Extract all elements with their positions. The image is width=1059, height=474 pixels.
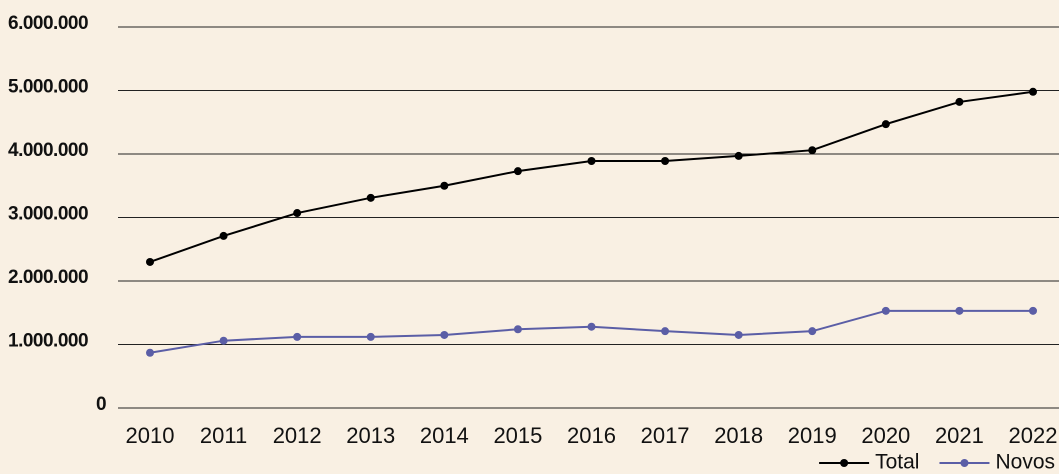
y-tick-label: 0 [96,394,106,415]
point [513,325,522,334]
point [587,322,596,331]
legend-marker [840,459,849,467]
x-tick-label: 2019 [788,423,837,448]
point [661,327,670,336]
x-tick-label: 2020 [861,423,910,448]
point [808,146,817,155]
x-tick-label: 2014 [420,423,469,448]
y-tick-label: 3.000.000 [8,204,88,225]
legend-marker [960,459,969,467]
point [293,332,302,341]
point [587,156,596,165]
legend-label: Novos [995,451,1055,474]
y-tick-label: 5.000.000 [8,77,88,98]
x-tick-label: 2017 [641,423,690,448]
x-tick-label: 2016 [567,423,616,448]
point [955,97,964,106]
x-tick-label: 2015 [493,423,542,448]
line [149,90,1034,263]
x-tick-label: 2012 [273,423,322,448]
x-tick-label: 2010 [126,423,175,448]
y-tick-label: 1.000.000 [8,331,88,352]
point [293,209,302,218]
point [440,330,449,339]
point [219,336,228,345]
x-tick-label: 2013 [346,423,395,448]
legend-label: Total [875,451,919,474]
point [513,167,522,176]
point [366,332,375,341]
x-tick-label: 2021 [935,423,984,448]
x-tick-label: 2022 [1009,423,1058,448]
x-tick-label: 2018 [714,423,763,448]
point [734,151,743,160]
y-tick-label: 4.000.000 [8,140,88,161]
point [955,306,964,315]
point [146,257,154,266]
point [734,330,743,339]
point [440,181,449,190]
point [661,156,670,165]
point [1029,306,1037,315]
line [149,309,1033,354]
point [881,306,890,315]
y-tick-label: 2.000.000 [8,267,88,288]
x-tick-label: 2011 [200,423,247,448]
point [808,327,817,336]
y-tick-label: 6.000.000 [8,13,88,34]
point [881,120,890,129]
point [146,348,154,357]
point [1029,87,1037,96]
point [366,193,375,202]
point [219,231,228,240]
